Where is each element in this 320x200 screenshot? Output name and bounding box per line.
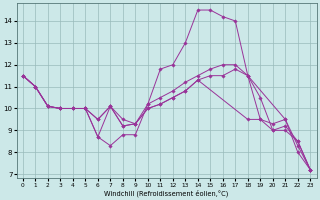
X-axis label: Windchill (Refroidissement éolien,°C): Windchill (Refroidissement éolien,°C) — [104, 189, 229, 197]
